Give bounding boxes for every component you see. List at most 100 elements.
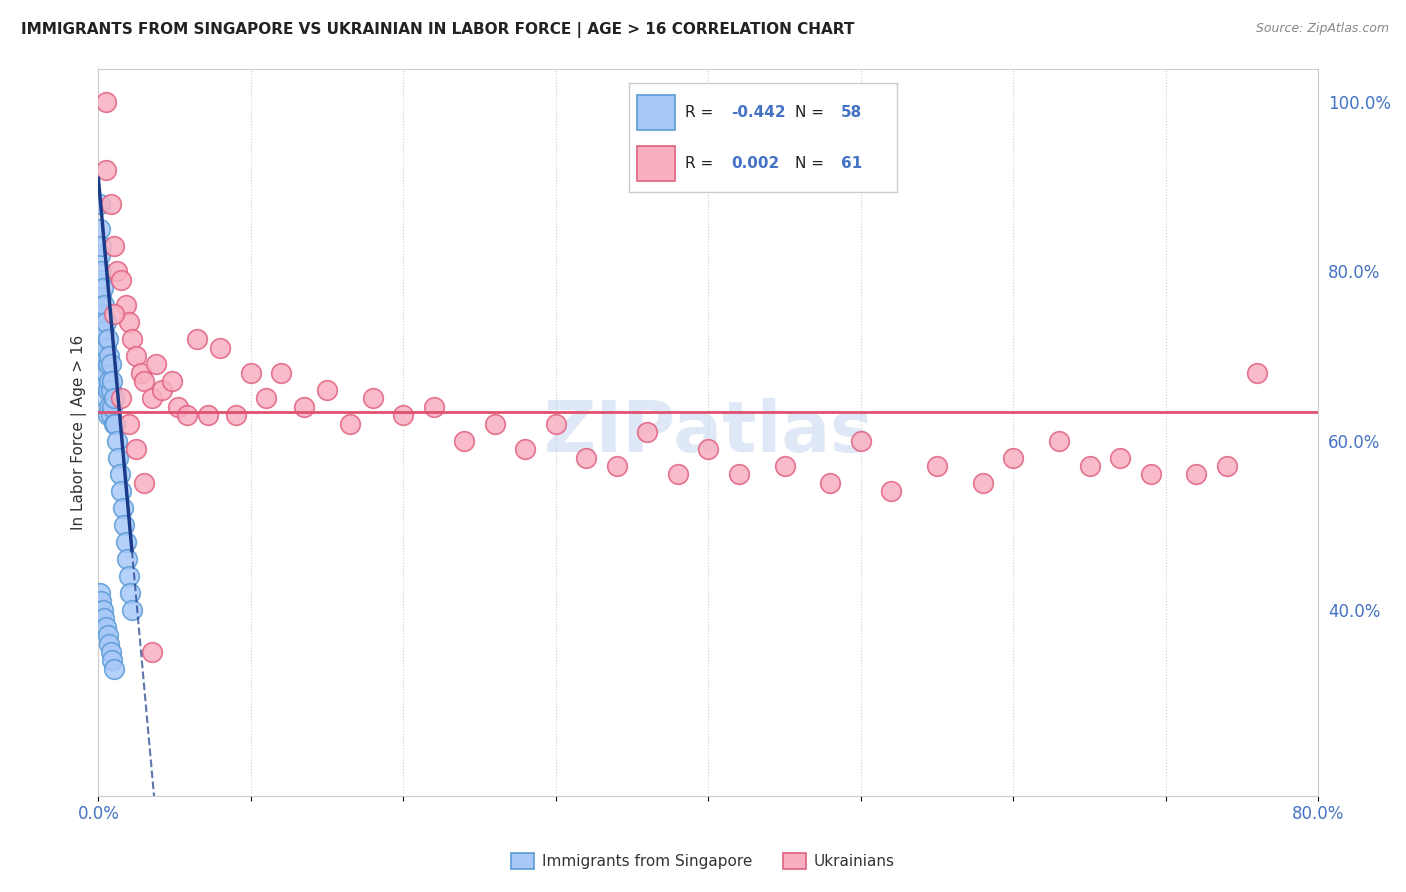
- Point: [105, 434, 128, 448]
- Point: [91, 603, 114, 617]
- Point: [515, 442, 537, 456]
- Point: [129, 366, 152, 380]
- Point: [125, 349, 148, 363]
- Point: [90, 264, 112, 278]
- Point: [103, 307, 125, 321]
- Point: [423, 400, 446, 414]
- Point: [110, 392, 132, 406]
- Point: [453, 434, 475, 448]
- Point: [1246, 366, 1268, 380]
- Point: [392, 409, 415, 423]
- Point: [544, 417, 567, 431]
- Point: [125, 442, 148, 456]
- Point: [91, 332, 114, 346]
- Point: [141, 645, 163, 659]
- Point: [89, 196, 111, 211]
- Point: [186, 332, 208, 346]
- Point: [820, 475, 842, 490]
- Point: [104, 417, 127, 431]
- Point: [101, 653, 124, 667]
- Point: [849, 434, 872, 448]
- Point: [93, 298, 115, 312]
- Point: [96, 332, 118, 346]
- Point: [90, 239, 112, 253]
- Point: [727, 467, 749, 482]
- Point: [160, 375, 183, 389]
- Point: [90, 315, 112, 329]
- Point: [94, 95, 117, 110]
- Point: [110, 273, 132, 287]
- Point: [100, 645, 122, 659]
- Point: [1002, 450, 1025, 465]
- Point: [361, 392, 384, 406]
- Point: [316, 383, 339, 397]
- Point: [93, 375, 115, 389]
- Point: [880, 484, 903, 499]
- Point: [98, 349, 121, 363]
- Point: [117, 552, 139, 566]
- Point: [98, 636, 121, 650]
- Point: [132, 475, 155, 490]
- Point: [606, 458, 628, 473]
- Point: [94, 163, 117, 178]
- Point: [101, 375, 124, 389]
- Point: [239, 366, 262, 380]
- Point: [98, 400, 121, 414]
- Point: [114, 535, 136, 549]
- Point: [176, 409, 198, 423]
- Point: [197, 409, 219, 423]
- Point: [96, 383, 118, 397]
- Point: [120, 586, 142, 600]
- Point: [925, 458, 948, 473]
- Point: [1139, 467, 1161, 482]
- Point: [94, 620, 117, 634]
- Point: [145, 358, 167, 372]
- Point: [91, 307, 114, 321]
- Point: [89, 222, 111, 236]
- Point: [225, 409, 247, 423]
- Point: [107, 450, 129, 465]
- Point: [1185, 467, 1208, 482]
- Point: [93, 349, 115, 363]
- Point: [339, 417, 361, 431]
- Point: [108, 467, 131, 482]
- Point: [1216, 458, 1239, 473]
- Point: [89, 247, 111, 261]
- Point: [93, 324, 115, 338]
- Point: [112, 518, 135, 533]
- Point: [152, 383, 174, 397]
- Point: [292, 400, 315, 414]
- Point: [118, 417, 141, 431]
- Point: [118, 569, 141, 583]
- Point: [91, 281, 114, 295]
- Point: [103, 239, 125, 253]
- Point: [1078, 458, 1101, 473]
- Point: [773, 458, 796, 473]
- Y-axis label: In Labor Force | Age > 16: In Labor Force | Age > 16: [72, 334, 87, 530]
- Legend: Immigrants from Singapore, Ukrainians: Immigrants from Singapore, Ukrainians: [505, 847, 901, 875]
- Point: [105, 264, 128, 278]
- Point: [1109, 450, 1132, 465]
- Point: [94, 392, 117, 406]
- Point: [91, 358, 114, 372]
- Point: [103, 417, 125, 431]
- Point: [209, 341, 232, 355]
- Point: [90, 290, 112, 304]
- Text: IMMIGRANTS FROM SINGAPORE VS UKRAINIAN IN LABOR FORCE | AGE > 16 CORRELATION CHA: IMMIGRANTS FROM SINGAPORE VS UKRAINIAN I…: [21, 22, 855, 38]
- Point: [89, 586, 111, 600]
- Point: [96, 358, 118, 372]
- Point: [100, 196, 122, 211]
- Point: [972, 475, 994, 490]
- Point: [94, 341, 117, 355]
- Text: Source: ZipAtlas.com: Source: ZipAtlas.com: [1256, 22, 1389, 36]
- Point: [1047, 434, 1070, 448]
- Point: [121, 332, 143, 346]
- Point: [697, 442, 720, 456]
- Point: [90, 594, 112, 608]
- Point: [484, 417, 506, 431]
- Point: [100, 358, 122, 372]
- Point: [93, 611, 115, 625]
- Point: [132, 375, 155, 389]
- Point: [100, 383, 122, 397]
- Point: [666, 467, 689, 482]
